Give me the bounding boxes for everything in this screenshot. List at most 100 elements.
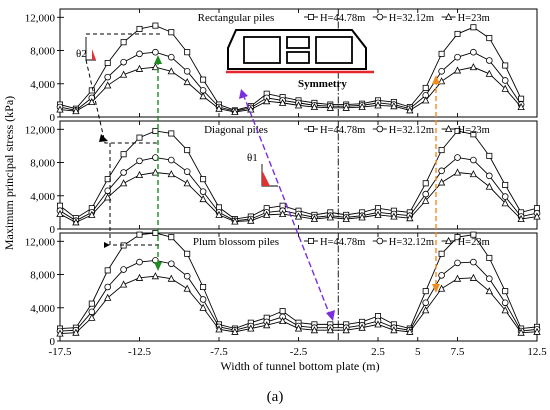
data-point [422, 84, 429, 91]
data-point [168, 156, 175, 164]
data-point [72, 328, 80, 336]
data-point [136, 25, 143, 32]
data-point [422, 180, 429, 187]
x-tick-label: -2.5 [290, 346, 308, 358]
data-point [454, 259, 461, 267]
legend-label: H=32.12m [389, 13, 434, 24]
data-point [486, 152, 493, 159]
data-point [136, 157, 143, 165]
data-point [470, 24, 477, 31]
x-tick-label: 2.5 [371, 346, 385, 358]
data-point [263, 321, 271, 329]
y-tick-label: 0 [50, 224, 56, 236]
data-point [358, 213, 366, 221]
data-point [199, 195, 207, 203]
data-point [390, 102, 398, 110]
data-point [151, 272, 160, 280]
arrowhead-black-1 [99, 134, 108, 142]
data-point [184, 49, 191, 56]
data-point [469, 170, 478, 178]
data-point [470, 258, 477, 266]
data-point [104, 293, 112, 301]
data-point [135, 273, 144, 281]
arrowhead-green-down [154, 262, 162, 271]
legend-marker [307, 237, 314, 244]
data-point [294, 101, 303, 109]
data-point [502, 288, 509, 295]
data-point [501, 193, 509, 200]
data-point [358, 323, 366, 331]
data-point [231, 217, 239, 225]
series-line [59, 130, 538, 220]
x-tick-label: 5 [415, 346, 421, 358]
data-point [135, 64, 144, 72]
legend-label: H=44.78m [320, 237, 365, 248]
data-point [215, 104, 223, 112]
data-point [485, 57, 493, 64]
x-tick-label: 12.5 [527, 346, 547, 358]
data-point [342, 326, 350, 334]
legend-marker [376, 237, 384, 245]
data-point [374, 210, 382, 218]
data-point [88, 87, 95, 94]
arrowhead-orange-up [432, 75, 440, 84]
data-point [120, 151, 127, 158]
y-tick-label: 0 [50, 336, 56, 348]
data-point [501, 299, 509, 307]
data-point [278, 316, 287, 325]
data-point [438, 272, 445, 279]
data-point [342, 214, 350, 223]
data-point [56, 329, 64, 337]
data-point [533, 327, 541, 335]
data-point [120, 58, 127, 66]
legend-label: H=44.78m [320, 13, 365, 24]
leader-top [85, 33, 160, 38]
data-point [135, 170, 144, 179]
data-point [152, 229, 159, 236]
data-point [390, 326, 398, 334]
arrowhead-green-up [154, 55, 162, 64]
series-H=23m [56, 168, 541, 226]
data-point [152, 22, 159, 29]
data-point [374, 101, 382, 109]
data-point [263, 97, 271, 105]
data-point [183, 78, 191, 86]
panel-title: Diagonal piles [204, 124, 268, 136]
tunnel-cell-mid-top [286, 36, 310, 49]
data-point [470, 231, 477, 238]
data-point [422, 196, 430, 204]
data-point [485, 182, 493, 190]
y-axis-title: Maximum principal stress (kPa) [2, 96, 16, 250]
data-point [533, 212, 541, 220]
arrowhead-purple-up [239, 89, 248, 99]
data-point [294, 324, 303, 332]
data-point [104, 73, 111, 81]
data-point [215, 325, 223, 333]
data-point [454, 154, 461, 161]
data-point [326, 213, 334, 221]
x-tick-label: -7.5 [210, 346, 228, 358]
data-point [183, 272, 191, 280]
data-point [168, 29, 175, 36]
x-tick-label: -17.5 [49, 346, 72, 358]
data-point [263, 210, 271, 218]
y-tick-label: 8,000 [30, 270, 55, 282]
y-tick-label: 8,000 [30, 46, 55, 58]
data-point [454, 234, 461, 241]
data-point [358, 102, 366, 111]
y-tick-label: 12,000 [25, 12, 56, 24]
theta2-wedge [92, 49, 96, 60]
data-point [152, 48, 159, 56]
data-point [231, 327, 239, 335]
panel-1: 0 4,000 8,000 12,000 Rectangular piles H=44.7… [25, 8, 538, 124]
data-point [326, 326, 334, 334]
panel-title: Plum blossom piles [193, 236, 279, 248]
arrowhead-purple-down [326, 310, 335, 321]
data-point [502, 62, 509, 69]
data-point [470, 48, 477, 56]
data-point [438, 68, 445, 75]
data-point [406, 106, 414, 114]
annotations: Symmetry θ2 θ1 [76, 29, 440, 321]
data-point [120, 39, 127, 46]
